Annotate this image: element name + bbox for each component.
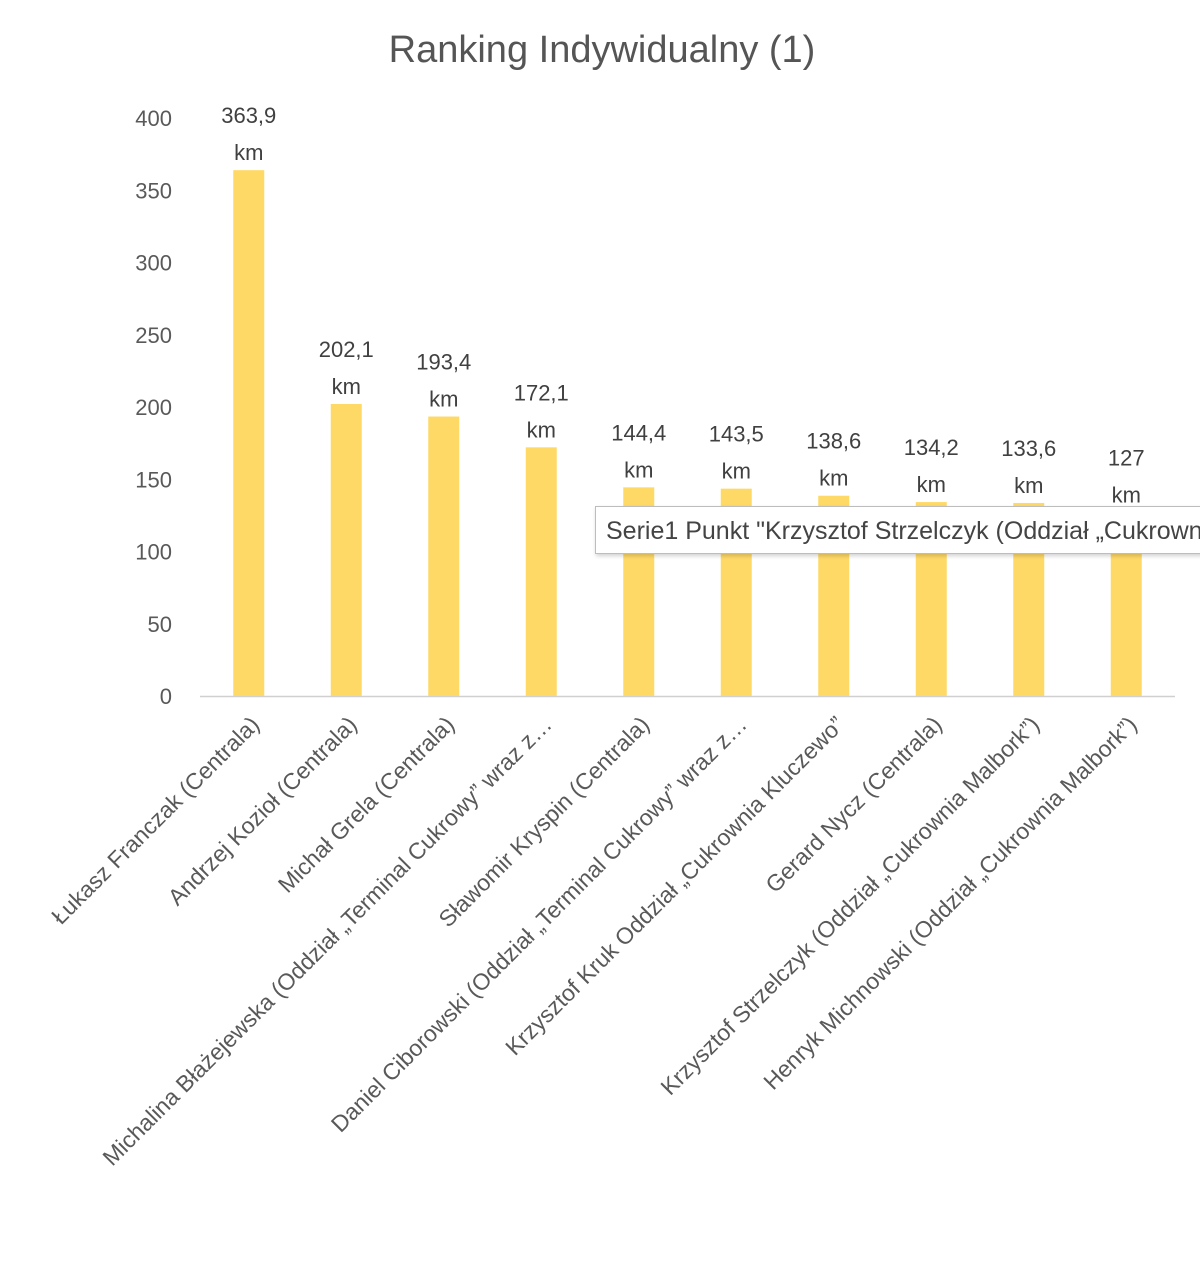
bar[interactable] <box>525 447 557 696</box>
bar[interactable] <box>330 403 362 696</box>
data-label: 127 km <box>1108 445 1145 507</box>
bars <box>233 170 1142 697</box>
y-tick-label: 150 <box>135 467 172 492</box>
x-tick-label: Michalina Błażejewska (Oddział „Terminal… <box>97 711 556 1170</box>
x-tick-label: Andrzej Kozioł (Centrala) <box>163 711 362 910</box>
x-axis: Łukasz Franczak (Centrala)Andrzej Kozioł… <box>46 711 1142 1170</box>
data-label-line: km <box>1112 482 1141 507</box>
y-axis: 0 50 100 150 200 250 300 350 400 <box>135 106 172 709</box>
y-tick-label: 100 <box>135 540 172 565</box>
tooltip-text: Serie1 Punkt "Krzysztof Strzelczyk (Oddz… <box>606 517 1200 545</box>
data-label-line: km <box>234 140 263 165</box>
y-tick-label: 350 <box>135 178 172 203</box>
chart-title: Ranking Indywidualny (1) <box>389 29 816 71</box>
data-label-line: 134,2 <box>904 435 959 460</box>
y-tick-label: 50 <box>148 612 172 637</box>
x-tick-label: Krzysztof Kruk Oddział „Cukrownia Klucze… <box>500 711 849 1060</box>
data-label-line: km <box>332 374 361 399</box>
data-label-line: 143,5 <box>709 422 764 447</box>
data-label-line: 202,1 <box>319 337 374 362</box>
y-tick-label: 300 <box>135 251 172 276</box>
y-tick-label: 200 <box>135 395 172 420</box>
x-tick-label: Sławomir Kryspin (Centrala) <box>433 711 654 932</box>
chart-tooltip: Serie1 Punkt "Krzysztof Strzelczyk (Oddz… <box>595 506 1200 554</box>
data-label-line: km <box>819 466 848 491</box>
data-label-line: 363,9 <box>221 103 276 128</box>
data-label: 143,5 km <box>709 422 764 484</box>
data-label-line: 144,4 <box>611 420 666 445</box>
data-label-line: 193,4 <box>416 350 471 375</box>
data-label-line: 138,6 <box>806 429 861 454</box>
x-tick-label: Gerard Nycz (Centrala) <box>760 711 946 897</box>
data-label-line: 172,1 <box>514 380 569 405</box>
data-label-line: km <box>722 459 751 484</box>
data-label-line: km <box>429 387 458 412</box>
y-tick-label: 250 <box>135 323 172 348</box>
x-tick-label: Krzysztof Strzelczyk (Oddział „Cukrownia… <box>655 711 1044 1100</box>
y-tick-label: 0 <box>160 684 172 709</box>
data-label-line: km <box>624 457 653 482</box>
y-tick-label: 400 <box>135 106 172 131</box>
data-label: 202,1 km <box>319 337 374 399</box>
data-label: 134,2 km <box>904 435 959 497</box>
x-tick-label: Michał Grela (Centrala) <box>273 711 459 897</box>
data-label: 193,4 km <box>416 350 471 412</box>
data-label: 133,6 km <box>1001 436 1056 498</box>
bar[interactable] <box>428 416 460 696</box>
data-label: 138,6 km <box>806 429 861 491</box>
data-label-line: km <box>527 417 556 442</box>
bar[interactable] <box>233 170 265 697</box>
data-label: 363,9 km <box>221 103 276 165</box>
data-label-line: 133,6 <box>1001 436 1056 461</box>
data-label-line: 127 <box>1108 445 1145 470</box>
data-label-line: km <box>1014 473 1043 498</box>
data-label: 172,1 km <box>514 380 569 442</box>
data-label: 144,4 km <box>611 420 666 482</box>
x-tick-label: Łukasz Franczak (Centrala) <box>46 711 264 929</box>
data-label-line: km <box>917 472 946 497</box>
x-tick-label: Henryk Michnowski (Oddział „Cukrownia Ma… <box>758 711 1142 1095</box>
